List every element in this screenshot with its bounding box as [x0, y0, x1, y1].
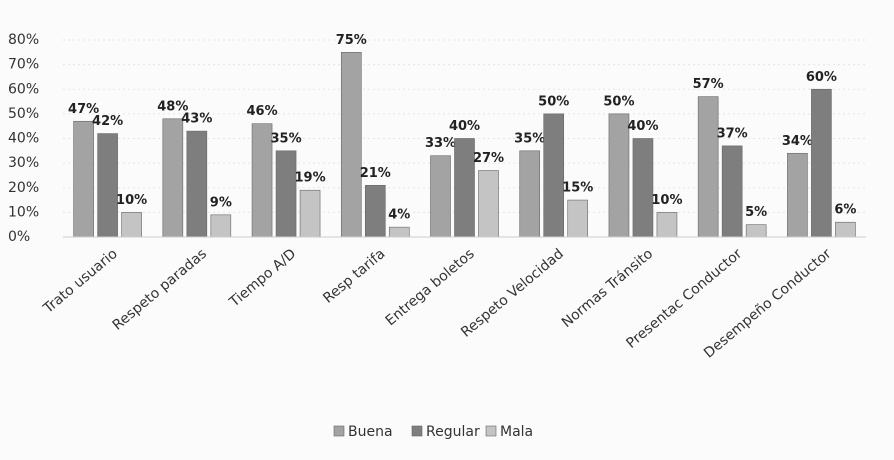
value-label: 4%: [388, 208, 410, 223]
bar: [478, 170, 499, 238]
value-label: 40%: [449, 119, 480, 134]
x-tick-label: Respeto paradas: [110, 246, 210, 334]
value-label: 21%: [360, 166, 391, 181]
bar: [811, 88, 832, 238]
bar: [835, 221, 856, 238]
y-tick-label: 80%: [8, 32, 39, 48]
value-label: 27%: [473, 151, 504, 166]
value-label: 10%: [651, 193, 682, 208]
value-label: 42%: [92, 114, 123, 129]
bar: [275, 150, 297, 238]
legend-swatch: [485, 425, 497, 437]
legend-swatch: [333, 425, 345, 437]
value-label: 15%: [562, 181, 593, 196]
bar: [364, 184, 386, 238]
value-label: 48%: [157, 99, 188, 114]
y-tick-label: 60%: [8, 81, 39, 97]
y-tick-label: 40%: [8, 131, 39, 147]
value-label: 60%: [806, 70, 837, 85]
bar: [340, 52, 362, 238]
bar: [632, 138, 654, 238]
value-label: 5%: [745, 205, 767, 220]
value-label: 46%: [246, 104, 277, 119]
x-tick-label: Tiempo A/D: [226, 246, 299, 311]
bar: [251, 123, 273, 238]
bar: [162, 118, 184, 238]
bar: [186, 130, 208, 238]
bar: [73, 120, 94, 238]
value-label: 47%: [68, 102, 99, 117]
y-tick-label: 10%: [8, 204, 39, 220]
x-tick-label: Normas Tránsito: [559, 246, 656, 331]
legend-label: Mala: [500, 424, 533, 440]
value-label: 37%: [717, 126, 748, 141]
bar: [430, 155, 451, 238]
bar: [97, 133, 118, 238]
y-tick-label: 50%: [8, 106, 39, 122]
bar: [121, 212, 142, 238]
x-tick-label: Entrega boletos: [383, 246, 478, 329]
bar: [299, 189, 321, 238]
value-label: 6%: [834, 203, 856, 218]
value-label: 34%: [782, 134, 813, 149]
bar: [543, 113, 565, 238]
legend-label: Buena: [348, 424, 393, 440]
value-label: 35%: [270, 131, 301, 146]
bar: [787, 152, 808, 238]
bar: [656, 212, 678, 238]
bar: [608, 113, 630, 238]
value-label: 10%: [116, 193, 147, 208]
bar: [519, 150, 541, 238]
legend-label: Regular: [426, 424, 480, 440]
legend-swatch: [411, 425, 423, 437]
bar: [697, 96, 719, 238]
y-tick-label: 0%: [8, 229, 30, 245]
bar: [388, 226, 410, 238]
bar: [210, 214, 232, 238]
bar: [454, 138, 475, 238]
bar: [567, 199, 589, 238]
value-label: 50%: [603, 94, 634, 109]
value-label: 33%: [425, 136, 456, 151]
value-label: 43%: [181, 112, 212, 127]
value-label: 75%: [336, 33, 367, 48]
bar: [745, 224, 767, 238]
value-label: 57%: [693, 77, 724, 92]
x-tick-label: Trato usuario: [40, 246, 121, 318]
value-label: 9%: [210, 195, 232, 210]
value-label: 19%: [294, 171, 325, 186]
value-label: 50%: [538, 94, 569, 109]
bar: [721, 145, 743, 238]
y-tick-label: 20%: [8, 180, 39, 196]
value-label: 40%: [627, 119, 658, 134]
x-tick-label: Resp tarifa: [320, 246, 388, 307]
y-tick-label: 30%: [8, 155, 39, 171]
y-tick-label: 70%: [8, 57, 39, 73]
value-label: 35%: [514, 131, 545, 146]
